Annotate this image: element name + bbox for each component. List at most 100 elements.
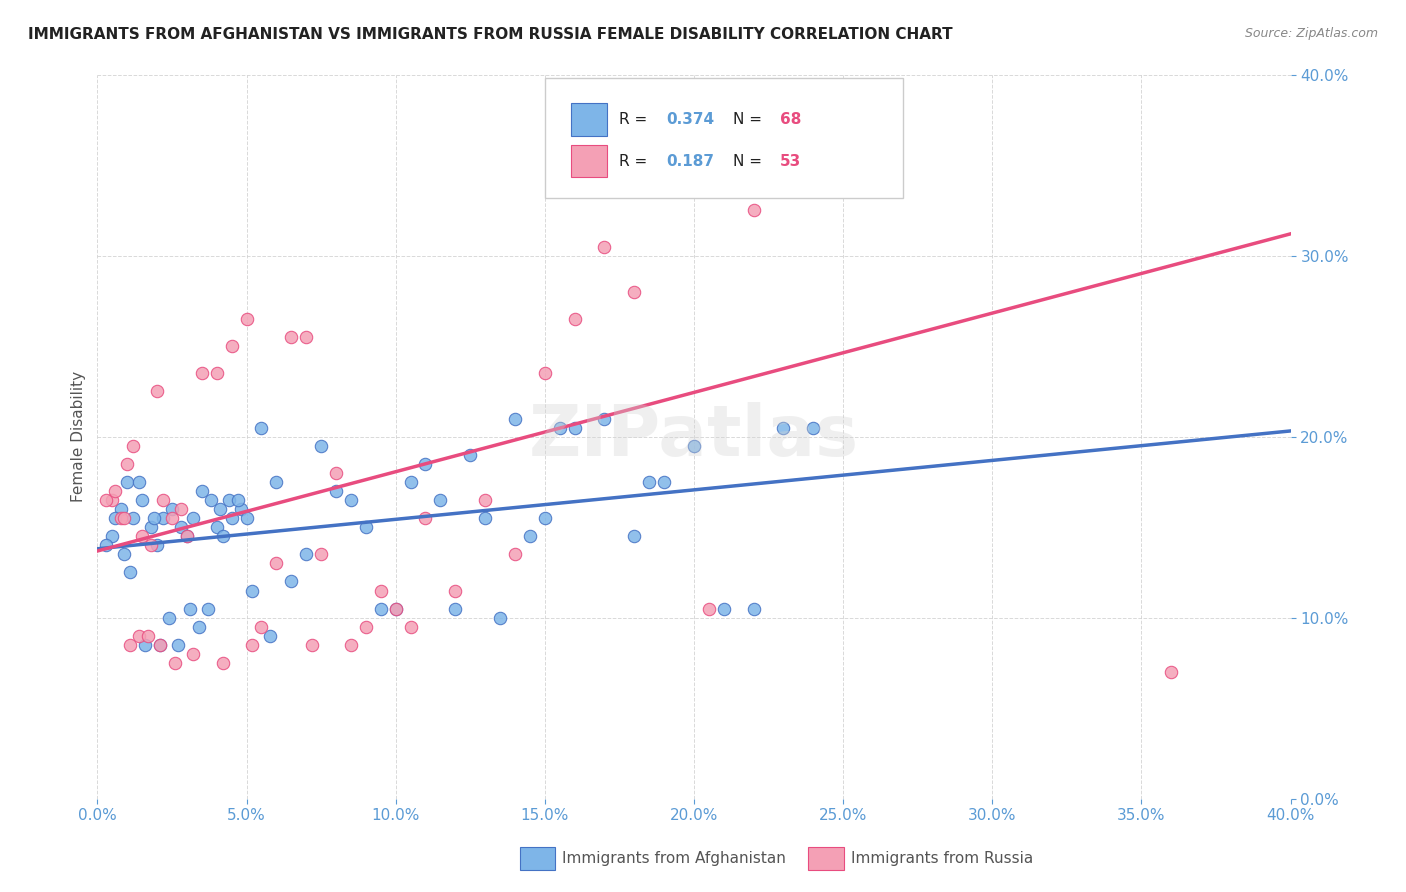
Point: [429, 493, 451, 508]
Point: [772, 420, 794, 434]
Point: [170, 520, 193, 534]
Point: [533, 366, 555, 380]
Point: [652, 475, 675, 489]
Point: [128, 629, 150, 643]
Point: [211, 529, 233, 543]
Text: R =: R =: [619, 154, 652, 169]
Point: [163, 656, 186, 670]
Text: 68: 68: [780, 112, 801, 127]
Text: Immigrants from Afghanistan: Immigrants from Afghanistan: [562, 851, 786, 865]
Point: [167, 638, 190, 652]
Point: [229, 502, 252, 516]
Point: [325, 466, 347, 480]
Point: [176, 529, 198, 543]
Point: [146, 538, 169, 552]
Text: IMMIGRANTS FROM AFGHANISTAN VS IMMIGRANTS FROM RUSSIA FEMALE DISABILITY CORRELAT: IMMIGRANTS FROM AFGHANISTAN VS IMMIGRANT…: [28, 27, 953, 42]
Point: [548, 420, 571, 434]
Point: [787, 140, 810, 154]
Point: [101, 493, 124, 508]
Point: [112, 511, 135, 525]
Point: [190, 366, 212, 380]
Text: N =: N =: [734, 154, 768, 169]
Point: [211, 656, 233, 670]
Point: [179, 601, 201, 615]
Point: [280, 574, 302, 589]
Point: [242, 583, 264, 598]
Point: [146, 384, 169, 399]
Point: [354, 620, 377, 634]
FancyBboxPatch shape: [544, 78, 903, 198]
Point: [652, 176, 675, 190]
Point: [801, 167, 824, 181]
Point: [157, 610, 180, 624]
Point: [176, 529, 198, 543]
Point: [120, 566, 142, 580]
Point: [683, 439, 706, 453]
Text: ZIPatlas: ZIPatlas: [529, 402, 859, 471]
Point: [593, 239, 616, 253]
Point: [115, 475, 138, 489]
Text: Source: ZipAtlas.com: Source: ZipAtlas.com: [1244, 27, 1378, 40]
Point: [160, 511, 183, 525]
Point: [489, 610, 512, 624]
Point: [370, 601, 392, 615]
Point: [104, 511, 127, 525]
Point: [250, 620, 273, 634]
Point: [104, 483, 127, 498]
Point: [96, 493, 118, 508]
Point: [242, 638, 264, 652]
Point: [503, 547, 526, 561]
Point: [181, 647, 204, 661]
Point: [250, 420, 273, 434]
Text: 0.187: 0.187: [666, 154, 714, 169]
Point: [187, 620, 209, 634]
Point: [221, 339, 243, 353]
Point: [143, 511, 166, 525]
Point: [564, 420, 586, 434]
Point: [115, 457, 138, 471]
Point: [139, 520, 162, 534]
Point: [96, 538, 118, 552]
Text: Immigrants from Russia: Immigrants from Russia: [851, 851, 1033, 865]
Point: [136, 629, 159, 643]
Point: [181, 511, 204, 525]
Text: 53: 53: [780, 154, 801, 169]
Point: [415, 457, 437, 471]
Point: [399, 475, 422, 489]
Point: [713, 140, 735, 154]
Y-axis label: Female Disability: Female Disability: [72, 371, 86, 502]
Point: [110, 502, 132, 516]
Point: [325, 483, 347, 498]
Point: [354, 520, 377, 534]
Point: [139, 538, 162, 552]
Point: [638, 475, 661, 489]
Point: [259, 629, 281, 643]
Point: [190, 483, 212, 498]
Point: [221, 511, 243, 525]
Point: [266, 475, 288, 489]
Point: [152, 493, 174, 508]
Point: [623, 529, 645, 543]
Point: [503, 411, 526, 425]
Point: [384, 601, 406, 615]
Point: [301, 638, 323, 652]
Point: [742, 601, 765, 615]
Point: [474, 511, 496, 525]
Point: [399, 620, 422, 634]
Point: [340, 638, 363, 652]
Point: [110, 511, 132, 525]
Point: [384, 601, 406, 615]
Point: [801, 420, 824, 434]
Point: [197, 601, 219, 615]
Point: [1160, 665, 1182, 679]
Point: [742, 203, 765, 218]
Point: [170, 502, 193, 516]
Point: [519, 529, 541, 543]
Point: [101, 529, 124, 543]
Point: [280, 330, 302, 344]
Point: [205, 520, 228, 534]
Point: [623, 285, 645, 299]
Point: [160, 502, 183, 516]
Point: [235, 312, 257, 326]
Text: 0.374: 0.374: [666, 112, 714, 127]
